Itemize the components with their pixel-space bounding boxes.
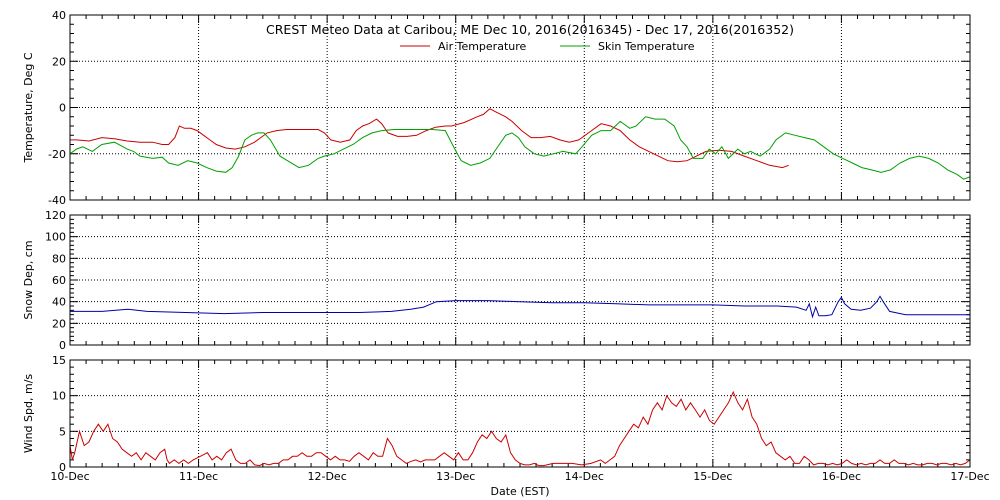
x-axis-label: Date (EST) xyxy=(490,485,549,498)
y-tick-label: 100 xyxy=(45,231,66,244)
series-line-1 xyxy=(70,108,789,169)
y-tick-label: 20 xyxy=(52,317,66,330)
y-tick-label: 0 xyxy=(59,339,66,352)
y-tick-label: 0 xyxy=(59,461,66,474)
y-tick-label: 10 xyxy=(52,390,66,403)
y-tick-label: 15 xyxy=(52,354,66,367)
series-line-1 xyxy=(70,295,970,319)
series-line-2 xyxy=(69,116,971,180)
chart-title: CREST Meteo Data at Caribou, ME Dec 10, … xyxy=(266,22,794,37)
x-tick-label: 14-Dec xyxy=(565,470,604,483)
x-tick-label: 12-Dec xyxy=(308,470,347,483)
legend-label: Air Temperature xyxy=(438,40,527,53)
x-tick-label: 15-Dec xyxy=(693,470,732,483)
y-axis-label: Temperature, Deg C xyxy=(22,52,35,163)
y-tick-label: 0 xyxy=(59,102,66,115)
y-tick-label: 40 xyxy=(52,296,66,309)
y-tick-label: 5 xyxy=(59,425,66,438)
y-axis-label: Wind Spd, m/s xyxy=(22,374,35,454)
panel-2: 0 20 40 60 80 100 120 Snow Dep, cm xyxy=(22,209,971,352)
y-tick-label: 40 xyxy=(52,9,66,22)
y-tick-label: 120 xyxy=(45,209,66,222)
plot-frame xyxy=(69,359,971,468)
x-tick-label: 13-Dec xyxy=(436,470,475,483)
y-tick-label: 20 xyxy=(52,55,66,68)
panels: -40 -20 0 20 40 Temperature, Deg C Air Tempera… xyxy=(22,9,990,483)
y-tick-label: 60 xyxy=(52,274,66,287)
x-tick-label: 10-Dec xyxy=(50,470,89,483)
x-tick-label: 11-Dec xyxy=(179,470,218,483)
y-tick-label: 80 xyxy=(52,252,66,265)
series-line-1 xyxy=(69,390,971,467)
x-tick-label: 16-Dec xyxy=(822,470,861,483)
panel-3: 0 5 10 15 Wind Spd, m/s 10-Dec 11-Dec 12-Dec 13-… xyxy=(22,354,990,483)
y-tick-label: -40 xyxy=(48,194,66,207)
x-tick-label: 17-Dec xyxy=(950,470,989,483)
panel-1: -40 -20 0 20 40 Temperature, Deg C Air Tempera… xyxy=(22,9,971,207)
y-tick-label: -20 xyxy=(48,148,66,161)
plot-frame xyxy=(69,14,971,201)
y-axis-label: Snow Dep, cm xyxy=(22,240,35,319)
legend-label: Skin Temperature xyxy=(598,40,695,53)
plot-frame xyxy=(69,214,971,346)
